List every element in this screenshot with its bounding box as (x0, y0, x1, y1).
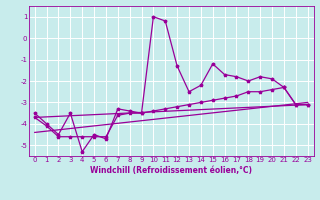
X-axis label: Windchill (Refroidissement éolien,°C): Windchill (Refroidissement éolien,°C) (90, 166, 252, 175)
